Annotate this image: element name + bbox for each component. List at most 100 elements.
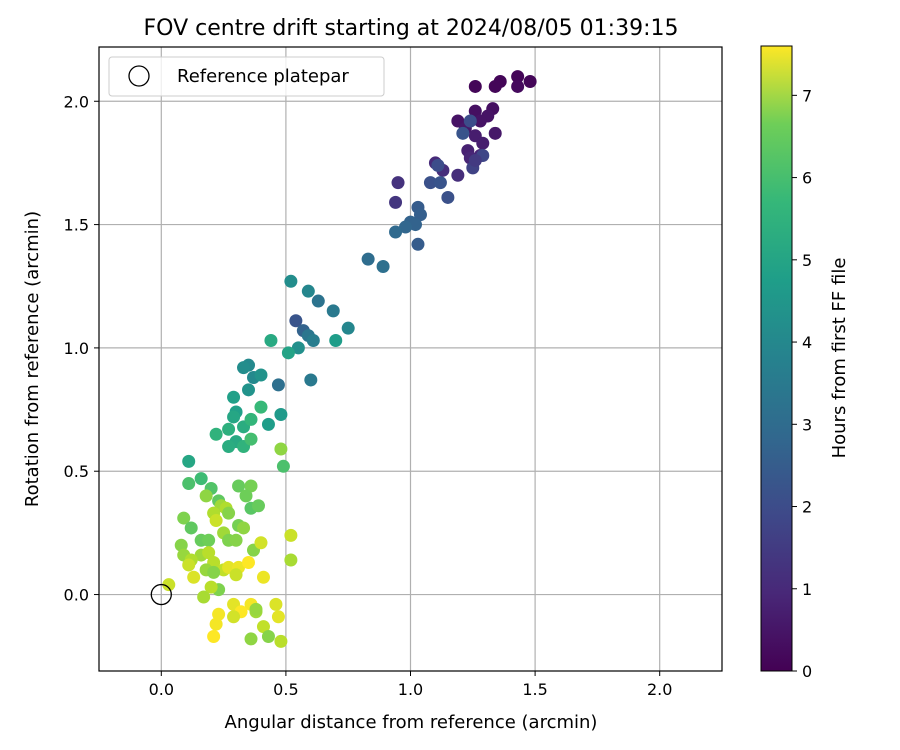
scatter-point <box>237 361 251 375</box>
x-tick-label: 0.0 <box>149 680 174 699</box>
scatter-point <box>256 570 270 584</box>
scatter-point <box>399 220 413 234</box>
data-points <box>162 70 537 648</box>
scatter-point <box>249 602 263 616</box>
scatter-point <box>184 521 198 535</box>
x-tick-label: 2.0 <box>647 680 672 699</box>
scatter-point <box>284 528 298 542</box>
scatter-point <box>408 218 422 232</box>
scatter-point <box>304 373 318 387</box>
scatter-point <box>269 597 283 611</box>
legend-entry-label: Reference platepar <box>177 66 349 87</box>
scatter-point <box>389 225 403 239</box>
scatter-point <box>291 341 305 355</box>
scatter-point <box>227 390 241 404</box>
scatter-point <box>209 427 223 441</box>
y-tick-label: 1.5 <box>64 216 89 235</box>
x-axis-ticks: 0.0 0.5 1.0 1.5 2.0 <box>149 671 672 699</box>
scatter-point <box>284 274 298 288</box>
scatter-point <box>468 104 482 118</box>
scatter-point <box>441 190 455 204</box>
colorbar: 0 1 2 3 4 5 6 7 Hours from first FF file <box>760 45 850 681</box>
scatter-point <box>511 70 525 84</box>
colorbar-label: Hours from first FF file <box>829 258 850 459</box>
scatter-point <box>511 79 525 93</box>
scatter-point <box>207 629 221 643</box>
y-tick-label: 0.5 <box>64 462 89 481</box>
scatter-point <box>284 553 298 567</box>
scatter-point <box>433 176 447 190</box>
scatter-point <box>204 580 218 594</box>
scatter-point <box>376 260 390 274</box>
scatter-point <box>244 632 258 646</box>
scatter-point <box>209 617 223 631</box>
scatter-point <box>254 536 268 550</box>
scatter-point <box>244 432 258 446</box>
scatter-point <box>451 168 465 182</box>
scatter-point <box>329 334 343 348</box>
scatter-point <box>456 126 470 140</box>
scatter-point <box>232 479 246 493</box>
scatter-point <box>199 489 213 503</box>
y-axis-label: Rotation from reference (arcmin) <box>22 211 43 507</box>
scatter-point <box>431 158 445 172</box>
scatter-point <box>476 136 490 150</box>
scatter-point <box>244 479 258 493</box>
scatter-point <box>493 75 507 89</box>
scatter-point <box>523 75 537 89</box>
scatter-point <box>274 442 288 456</box>
scatter-point <box>274 634 288 648</box>
scatter-point <box>264 334 278 348</box>
colorbar-tick-label: 7 <box>802 86 812 105</box>
scatter-point <box>301 284 315 298</box>
scatter-point <box>222 506 236 520</box>
scatter-point <box>209 514 223 528</box>
scatter-point <box>488 126 502 140</box>
scatter-point <box>463 114 477 128</box>
scatter-point <box>174 538 188 552</box>
scatter-point <box>202 546 216 560</box>
colorbar-gradient <box>760 45 793 672</box>
scatter-point <box>468 153 482 167</box>
scatter-point <box>244 412 258 426</box>
scatter-point <box>162 578 176 592</box>
scatter-point <box>242 383 256 397</box>
colorbar-tick-label: 5 <box>802 251 812 270</box>
scatter-point <box>389 195 403 209</box>
scatter-point <box>411 237 425 251</box>
legend: Reference platepar <box>108 56 385 97</box>
scatter-point <box>237 521 251 535</box>
scatter-point <box>289 314 303 328</box>
scatter-point <box>256 620 270 634</box>
colorbar-tick-label: 6 <box>802 169 812 188</box>
scatter-point <box>361 252 375 266</box>
scatter-point <box>212 607 226 621</box>
scatter-point <box>281 346 295 360</box>
scatter-point <box>239 489 253 503</box>
y-axis-ticks: 0.0 0.5 1.0 1.5 2.0 <box>64 92 99 605</box>
scatter-point <box>242 555 256 569</box>
scatter-point <box>197 590 211 604</box>
legend-open-circle-icon <box>128 65 150 87</box>
scatter-point <box>274 407 288 421</box>
scatter-point <box>222 440 236 454</box>
colorbar-tick-label: 4 <box>802 333 812 352</box>
scatter-point <box>271 610 285 624</box>
colorbar-tick-label: 3 <box>802 415 812 434</box>
scatter-point <box>229 533 243 547</box>
scatter-point <box>182 477 196 491</box>
y-tick-label: 0.0 <box>64 586 89 605</box>
scatter-point <box>207 565 221 579</box>
legend-frame <box>108 56 385 97</box>
colorbar-ticks: 0 1 2 3 4 5 6 7 <box>792 86 812 681</box>
scatter-point <box>177 511 191 525</box>
scatter-point <box>182 454 196 468</box>
chart-title: FOV centre drift starting at 2024/08/05 … <box>144 16 679 41</box>
scatter-point <box>229 568 243 582</box>
scatter-point <box>202 533 216 547</box>
scatter-point <box>254 368 268 382</box>
scatter-point <box>187 570 201 584</box>
scatter-point <box>473 114 487 128</box>
scatter-point <box>276 459 290 473</box>
